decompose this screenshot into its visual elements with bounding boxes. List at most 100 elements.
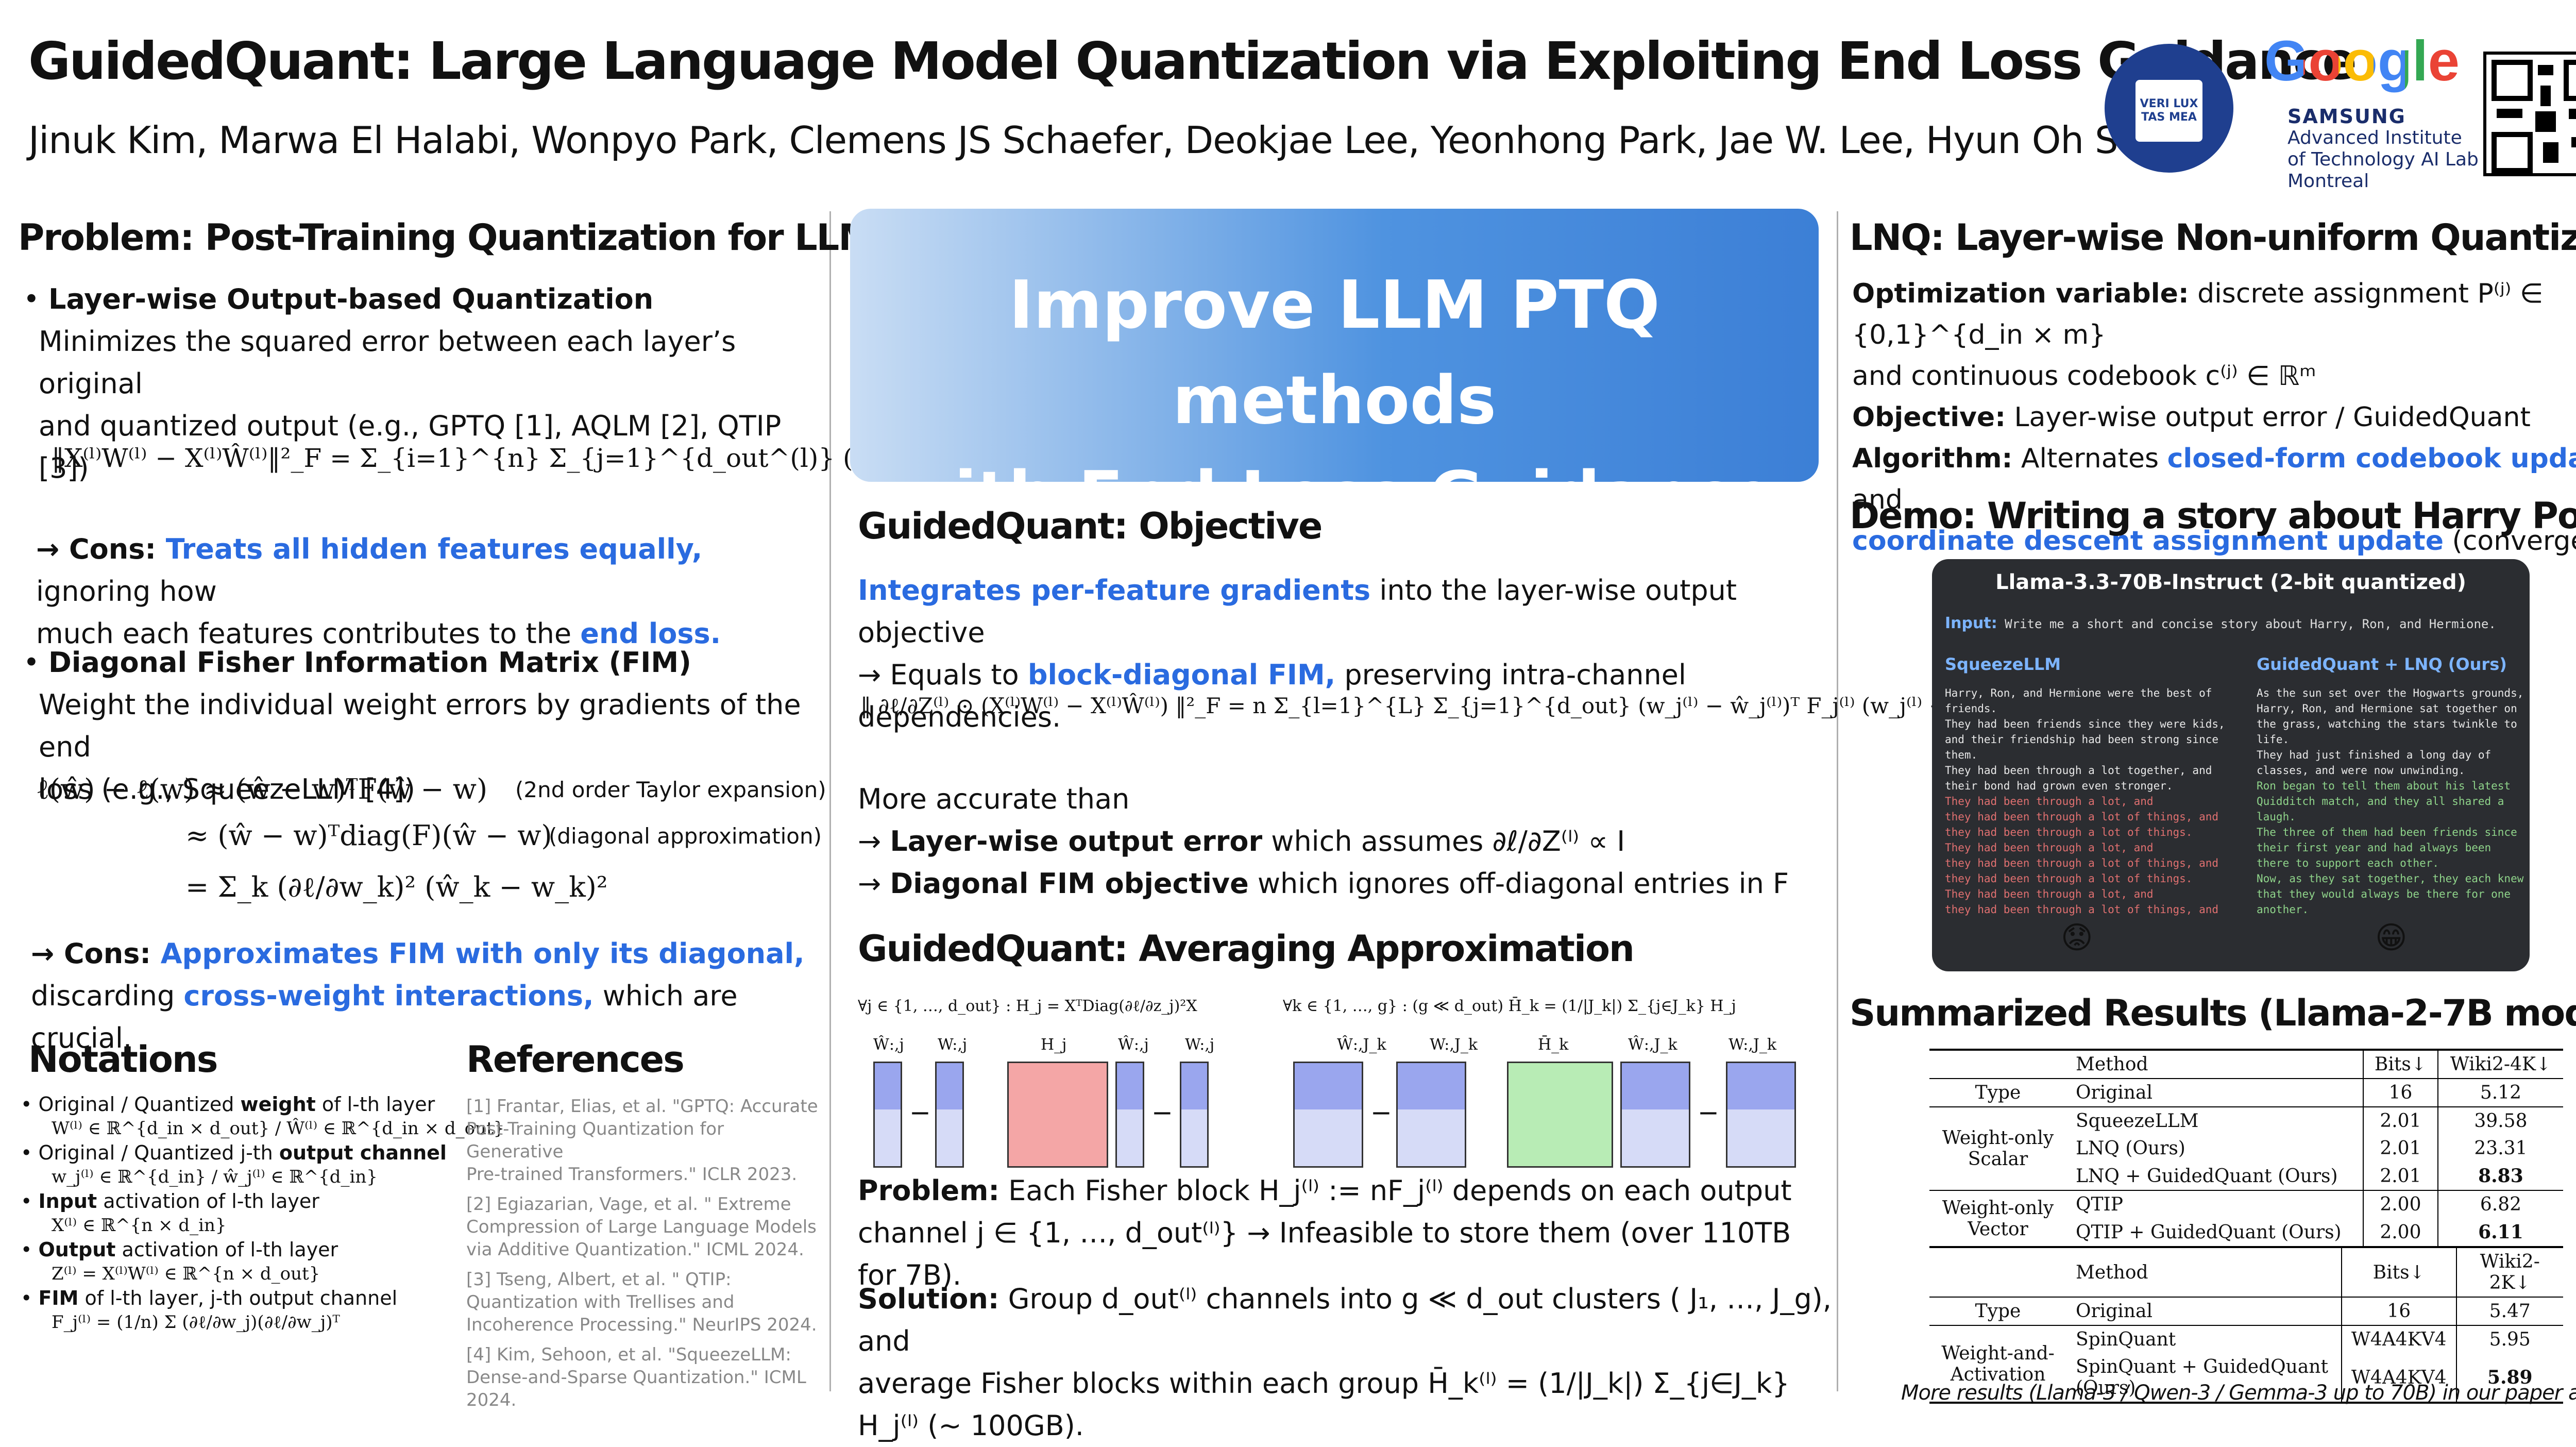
notation-eq: W⁽ˡ⁾ ∈ ℝ^{d_in × d_out} / Ŵ⁽ˡ⁾ ∈ ℝ^{d_in… xyxy=(52,1118,505,1139)
notations-title: Notations xyxy=(28,1038,218,1081)
bullet-layerwise-title: • Layer-wise Output-based Quantization xyxy=(23,283,654,315)
eq-taylor-note: (2nd order Taylor expansion) xyxy=(515,777,826,802)
table-row: QTIP + GuidedQuant (Ours) 2.00 6.11 xyxy=(1929,1218,2563,1246)
notation-item: • Original / Quantized j-th output chann… xyxy=(21,1141,447,1164)
matrix-label: W:,J_k xyxy=(1728,1036,1777,1054)
column-separator-right xyxy=(1837,211,1838,1391)
matrix-w-group xyxy=(1726,1062,1796,1168)
bullet-layerwise-text2: and quantized output (e.g., GPTQ [1], AQ… xyxy=(39,410,782,484)
cons2-prefix: → Cons: xyxy=(31,937,161,970)
headline-banner xyxy=(850,209,1819,482)
eq-diag: ≈ (ŵ − w)ᵀdiag(F)(ŵ − w) xyxy=(185,819,552,852)
matrix-label: Ŵ:,j xyxy=(1118,1036,1149,1054)
bullet-fim-title: Diagonal Fisher Information Matrix (FIM) xyxy=(48,646,691,679)
objective-line1: into the layer-wise output objective xyxy=(858,574,1737,649)
table-row: LNQ + GuidedQuant (Ours) 2.01 8.83 xyxy=(1929,1162,2563,1190)
notations-list: • Original / Quantized weight of l-th la… xyxy=(21,1092,505,1335)
bullet-fim-text2: loss (e.g., SqueezeLLM [4]) xyxy=(39,773,415,805)
cons1-line2: much each features contributes to the xyxy=(36,617,581,650)
averaging-title: GuidedQuant: Averaging Approximation xyxy=(858,928,1635,970)
objective-text: Integrates per-feature gradients into th… xyxy=(858,569,1826,738)
cons2-cross-weight: cross-weight interactions, xyxy=(183,980,594,1012)
reference-item[interactable]: [2] Egiazarian, Vage, et al. " Extreme Co… xyxy=(466,1194,817,1260)
demo-input-text: Write me a short and concise story about… xyxy=(2005,617,2496,631)
matrix-label: Ŵ:,J_k xyxy=(1628,1036,1677,1054)
table-header-row: Method Bits↓ Wiki2-4K↓ xyxy=(1929,1051,2563,1079)
table-row: Weight-only Scalar SqueezeLLM 2.01 39.58 xyxy=(1929,1107,2563,1191)
reference-item[interactable]: [4] Kim, Sehoon, et al. "SqueezeLLM: Dens… xyxy=(466,1344,806,1410)
samsung-logo-sub3: Montreal xyxy=(2287,171,2369,192)
author-list: Jinuk Kim, Marwa El Halabi, Wonpyo Park,… xyxy=(28,119,2187,162)
reference-item[interactable]: [3] Tseng, Albert, et al. " QTIP: Quantiz… xyxy=(466,1269,817,1335)
problem-statement: Problem: Each Fisher block H_j⁽ˡ⁾ := nF_… xyxy=(858,1174,1792,1291)
eq-diag-sum: = Σ_k (∂ℓ/∂w_k)² (ŵ_k − w_k)² xyxy=(185,871,608,903)
demo-header: Llama-3.3-70B-Instruct (2-bit quantized) xyxy=(1995,570,2466,594)
objective-title: GuidedQuant: Objective xyxy=(858,505,1323,547)
samsung-logo-sub1: Advanced Institute xyxy=(2287,127,2462,148)
references-list: [1] Frantar, Elias, et al. "GPTQ: Accura… xyxy=(466,1095,822,1411)
matrix-label: Ŵ:,j xyxy=(873,1036,904,1054)
bullet-fim-text1: Weight the individual weight errors by g… xyxy=(39,688,801,763)
demo-left-output: Harry, Ron, and Hermione were the best o… xyxy=(1945,687,2225,916)
table-header-row: Method Bits↓ Wiki2-2K↓ xyxy=(1929,1248,2563,1297)
averaging-diagram: Ŵ:,j W:,j H_j Ŵ:,j W:,j − − Ŵ:,J_k W:,J_… xyxy=(858,1031,1826,1175)
cons1-rest: ignoring how xyxy=(36,575,217,608)
matrix-h xyxy=(1007,1062,1108,1168)
samsung-logo-sub2: of Technology AI Lab xyxy=(2287,149,2479,170)
reference-item[interactable]: [1] Frantar, Elias, et al. "GPTQ: Accura… xyxy=(466,1096,818,1185)
references-title: References xyxy=(466,1038,685,1081)
solution-label: Solution: xyxy=(858,1283,999,1315)
table-row: Weight-and-Activation SpinQuant W4A4KV4 … xyxy=(1929,1325,2563,1385)
samsung-logo: SAMSUNG Advanced Institute of Technology… xyxy=(2287,106,2479,192)
cons1-highlight: Treats all hidden features equally, xyxy=(165,533,703,565)
table-row: Weight-only Vector QTIP 2.00 6.82 xyxy=(1929,1190,2563,1240)
matrix-h-bar xyxy=(1507,1062,1613,1168)
footer-note: More results (Llama-3 / Qwen-3 / Gemma-3… xyxy=(1901,1381,2576,1405)
notation-item: • Input activation of l-th layer xyxy=(21,1190,319,1213)
demo-title: Demo: Writing a story about Harry Potter xyxy=(1850,495,2576,537)
bullet-layerwise-text1: Minimizes the squared error between each… xyxy=(39,325,736,400)
notation-eq: X⁽ˡ⁾ ∈ ℝ^{n × d_in} xyxy=(52,1215,227,1236)
matrix-label: H̄_k xyxy=(1538,1036,1569,1054)
matrix-w-group xyxy=(1396,1062,1466,1168)
acc-diag-fim: Diagonal FIM objective xyxy=(890,867,1249,900)
cons2-line2a: discarding xyxy=(31,980,184,1012)
lnq-text: Optimization variable: discrete assignme… xyxy=(1852,278,2576,557)
matrix-label: W:,j xyxy=(1185,1036,1215,1054)
results-table-2: Method Bits↓ Wiki2-2K↓ Type Original 16 … xyxy=(1929,1248,2563,1402)
bullet-layerwise-title-text: Layer-wise Output-based Quantization xyxy=(48,283,654,315)
notation-item: • FIM of l-th layer, j-th output channel xyxy=(21,1287,398,1309)
averaging-caption-right: ∀k ∈ {1, …, g} : (g ≪ d_out) H̄_k = (1/|… xyxy=(1283,997,1736,1015)
cons1: → Cons: Treats all hidden features equal… xyxy=(36,528,819,655)
acc-layerwise: Layer-wise output error xyxy=(890,825,1263,857)
eq-diag-note: (diagonal approximation) xyxy=(549,823,822,849)
objective-line2-pre: → Equals to xyxy=(858,659,1028,691)
demo-left-title: SqueezeLLM xyxy=(1945,654,2061,674)
demo-input-label: Input: xyxy=(1945,614,1997,632)
demo-panel: Llama-3.3-70B-Instruct (2-bit quantized)… xyxy=(1932,559,2530,971)
objective-block-fim: block-diagonal FIM, xyxy=(1027,659,1336,691)
results-table-1: Method Bits↓ Wiki2-4K↓ Type Original 16 … xyxy=(1929,1051,2563,1246)
matrix-w xyxy=(935,1062,964,1168)
snu-logo: VERI LUX TAS MEA xyxy=(2105,44,2233,173)
results-title: Summarized Results (Llama-2-7B model) xyxy=(1850,992,2576,1034)
more-accurate-label: More accurate than xyxy=(858,783,1130,815)
notation-eq: w_j⁽ˡ⁾ ∈ ℝ^{d_in} / ŵ_j⁽ˡ⁾ ∈ ℝ^{d_in} xyxy=(52,1167,378,1187)
notation-item: • Output activation of l-th layer xyxy=(21,1238,338,1261)
notation-eq: F_j⁽ˡ⁾ = (1/n) Σ (∂ℓ/∂w_j)(∂ℓ/∂w_j)ᵀ xyxy=(52,1312,340,1333)
matrix-label: H_j xyxy=(1041,1036,1067,1054)
matrix-label: W:,J_k xyxy=(1430,1036,1478,1054)
table-row: LNQ (Ours) 2.01 23.31 xyxy=(1929,1135,2563,1162)
snu-logo-shield: VERI LUX TAS MEA xyxy=(2136,80,2202,142)
objective-line2-rest: preserving intra-channel dependencies. xyxy=(858,659,1686,733)
notation-item: • Original / Quantized weight of l-th la… xyxy=(21,1093,435,1116)
bullet-layerwise: • Layer-wise Output-based Quantization M… xyxy=(23,278,817,490)
notation-eq: Z⁽ˡ⁾ = X⁽ˡ⁾W⁽ˡ⁾ ∈ ℝ^{n × d_out} xyxy=(52,1264,320,1284)
google-logo: Google xyxy=(2264,28,2460,94)
bullet-fim: • Diagonal Fisher Information Matrix (FI… xyxy=(23,642,817,811)
cons2: → Cons: Approximates FIM with only its d… xyxy=(31,933,819,1059)
poster-title: GuidedQuant: Large Language Model Quanti… xyxy=(28,31,2357,91)
matrix-label: Ŵ:,J_k xyxy=(1337,1036,1386,1054)
demo-right-title: GuidedQuant + LNQ (Ours) xyxy=(2257,654,2507,674)
qr-code[interactable] xyxy=(2483,52,2576,176)
